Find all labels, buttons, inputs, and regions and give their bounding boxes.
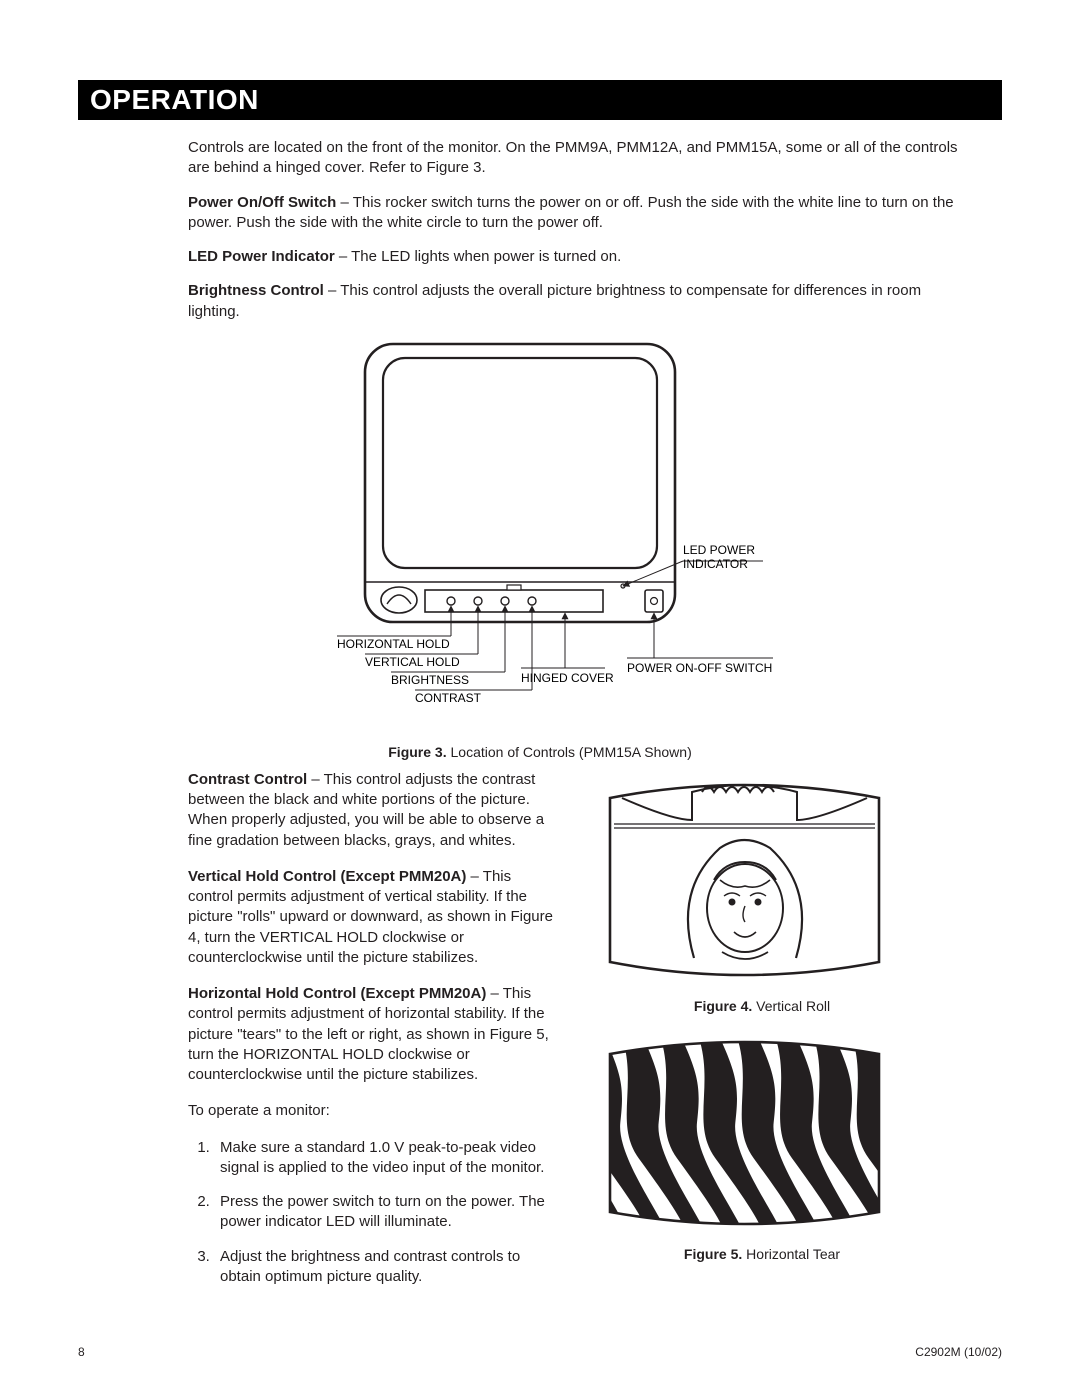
figure-5-caption-bold: Figure 5.: [684, 1246, 742, 1262]
contrast-label: Contrast Control: [188, 771, 307, 788]
page-footer: 8 C2902M (10/02): [78, 1345, 1002, 1359]
doc-reference: C2902M (10/02): [915, 1345, 1002, 1359]
lower-columns: Contrast Control – This control adjusts …: [188, 770, 1002, 1301]
vhold-paragraph: Vertical Hold Control (Except PMM20A) – …: [188, 867, 560, 968]
brightness-paragraph: Brightness Control – This control adjust…: [188, 281, 968, 322]
brightness-label: Brightness Control: [188, 282, 324, 299]
figure-3-caption-bold: Figure 3.: [388, 744, 446, 760]
lower-right-column: Figure 4. Vertical Roll Figure 5. Horizo…: [602, 770, 922, 1301]
fig3-contrast-label: CONTRAST: [415, 691, 482, 705]
power-switch-label: Power On/Off Switch: [188, 194, 336, 211]
figure-3-svg: LED POWER INDICATOR POWER ON-OFF SWITCH …: [305, 336, 775, 736]
figure-4-caption-rest: Vertical Roll: [752, 998, 830, 1014]
fig3-hinged-cover-label: HINGED COVER: [521, 671, 614, 685]
fig3-hhold-label: HORIZONTAL HOLD: [337, 637, 450, 651]
list-item: Adjust the brightness and contrast contr…: [214, 1247, 560, 1288]
led-text: – The LED lights when power is turned on…: [335, 248, 622, 265]
hhold-label: Horizontal Hold Control (Except PMM20A): [188, 985, 486, 1002]
hhold-paragraph: Horizontal Hold Control (Except PMM20A) …: [188, 984, 560, 1085]
figure-4-caption: Figure 4. Vertical Roll: [602, 998, 922, 1014]
lower-left-column: Contrast Control – This control adjusts …: [188, 770, 578, 1301]
figure-4-caption-bold: Figure 4.: [694, 998, 752, 1014]
fig3-brightness-label: BRIGHTNESS: [391, 673, 469, 687]
figure-5-svg: [602, 1028, 887, 1238]
led-paragraph: LED Power Indicator – The LED lights whe…: [188, 247, 968, 267]
figure-3-caption-rest: Location of Controls (PMM15A Shown): [447, 744, 692, 760]
vhold-label: Vertical Hold Control (Except PMM20A): [188, 868, 466, 885]
fig3-vhold-label: VERTICAL HOLD: [365, 655, 460, 669]
figure-3: LED POWER INDICATOR POWER ON-OFF SWITCH …: [78, 336, 1002, 760]
figure-4-svg: [602, 770, 887, 990]
body-text-block: Controls are located on the front of the…: [188, 138, 968, 322]
figure-3-caption: Figure 3. Location of Controls (PMM15A S…: [78, 744, 1002, 760]
section-header: OPERATION: [78, 80, 1002, 120]
fig3-power-switch-label: POWER ON-OFF SWITCH: [627, 661, 772, 675]
page-number: 8: [78, 1345, 85, 1359]
list-item: Press the power switch to turn on the po…: [214, 1192, 560, 1233]
figure-5-caption-rest: Horizontal Tear: [742, 1246, 840, 1262]
intro-paragraph: Controls are located on the front of the…: [188, 138, 968, 179]
fig3-led-power-label: LED POWER: [683, 543, 755, 557]
power-switch-paragraph: Power On/Off Switch – This rocker switch…: [188, 193, 968, 234]
operate-steps: Make sure a standard 1.0 V peak-to-peak …: [188, 1138, 560, 1288]
led-label: LED Power Indicator: [188, 248, 335, 265]
contrast-paragraph: Contrast Control – This control adjusts …: [188, 770, 560, 851]
operate-intro: To operate a monitor:: [188, 1101, 560, 1121]
figure-5-caption: Figure 5. Horizontal Tear: [602, 1246, 922, 1262]
list-item: Make sure a standard 1.0 V peak-to-peak …: [214, 1138, 560, 1179]
fig3-indicator-label: INDICATOR: [683, 557, 748, 571]
